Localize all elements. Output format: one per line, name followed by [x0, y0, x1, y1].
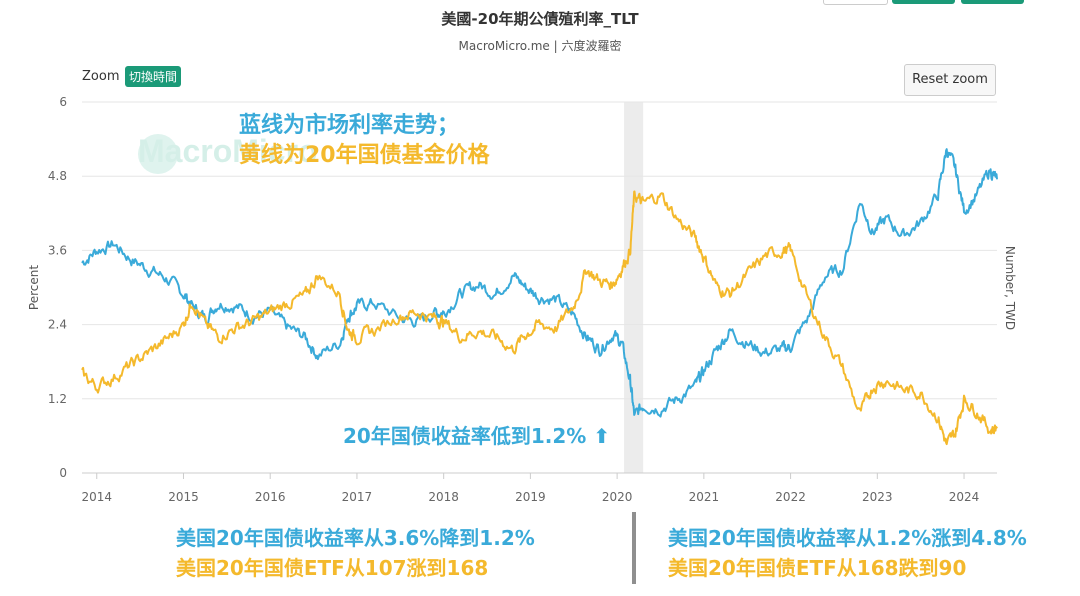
top-button-3[interactable]	[961, 0, 1024, 4]
x-tick-label: 2022	[775, 490, 806, 504]
x-tick-label: 2019	[515, 490, 546, 504]
highlight-band	[624, 102, 644, 473]
y-axis-title: Percent	[27, 265, 41, 310]
x-tick-label: 2021	[689, 490, 720, 504]
caption-divider	[632, 512, 636, 584]
blue-line-note: 蓝线为市场利率走势；	[239, 113, 460, 138]
y-tick-label: 2.4	[48, 318, 67, 332]
x-tick-label: 2023	[862, 490, 893, 504]
chart-canvas: 0 1.2 2.4 3.6 4.8 6 2014 2015 2016 2017 2018 2019 20…	[27, 95, 1017, 504]
x-tick-label: 2014	[81, 490, 112, 504]
y-tick-label: 1.2	[48, 392, 67, 406]
x-tick-label: 2016	[255, 490, 286, 504]
yellow-line-note: 黄线为20年国债基金价格	[239, 143, 490, 168]
series-line-blue	[81, 148, 998, 418]
zoom-label: Zoom	[82, 69, 120, 84]
x-tick-label: 2017	[342, 490, 373, 504]
y-tick-label: 0	[59, 466, 67, 480]
caption-left-blue: 美国20年国债收益率从3.6%降到1.2%	[176, 526, 535, 550]
x-tick-label: 2015	[168, 490, 199, 504]
caption-right-blue: 美国20年国债收益率从1.2%涨到4.8%	[668, 526, 1027, 550]
low-point-text: 20年国债收益率低到1.2%	[343, 424, 587, 448]
y-tick-label: 4.8	[48, 169, 67, 183]
y-tick-label: 6	[59, 95, 67, 109]
low-point-note: 20年国债收益率低到1.2% ⬆	[343, 420, 610, 449]
top-button-1[interactable]	[823, 0, 888, 5]
arrow-up-icon: ⬆	[593, 424, 611, 448]
chart-subtitle: MacroMicro.me | 六度波羅密	[458, 39, 622, 53]
switch-time-button[interactable]: 切換時間	[125, 66, 182, 87]
x-tick-label: 2020	[602, 490, 633, 504]
watermark-logo-icon	[138, 134, 178, 174]
series-line-yellow	[81, 190, 998, 446]
reset-zoom-button[interactable]: Reset zoom	[904, 64, 996, 96]
caption-left-yellow: 美国20年国债ETF从107涨到168	[176, 556, 489, 580]
y2-axis-title: Number, TWD	[1003, 246, 1017, 330]
top-button-2[interactable]	[892, 0, 955, 4]
x-tick-label: 2018	[428, 490, 459, 504]
watermark: MacroMicro	[138, 133, 318, 169]
x-tick-label: 2024	[949, 490, 980, 504]
chart-title: 美國-20年期公債殖利率_TLT	[441, 10, 639, 28]
caption-right-yellow: 美国20年国债ETF从168跌到90	[668, 556, 967, 580]
y-tick-label: 3.6	[48, 243, 67, 257]
